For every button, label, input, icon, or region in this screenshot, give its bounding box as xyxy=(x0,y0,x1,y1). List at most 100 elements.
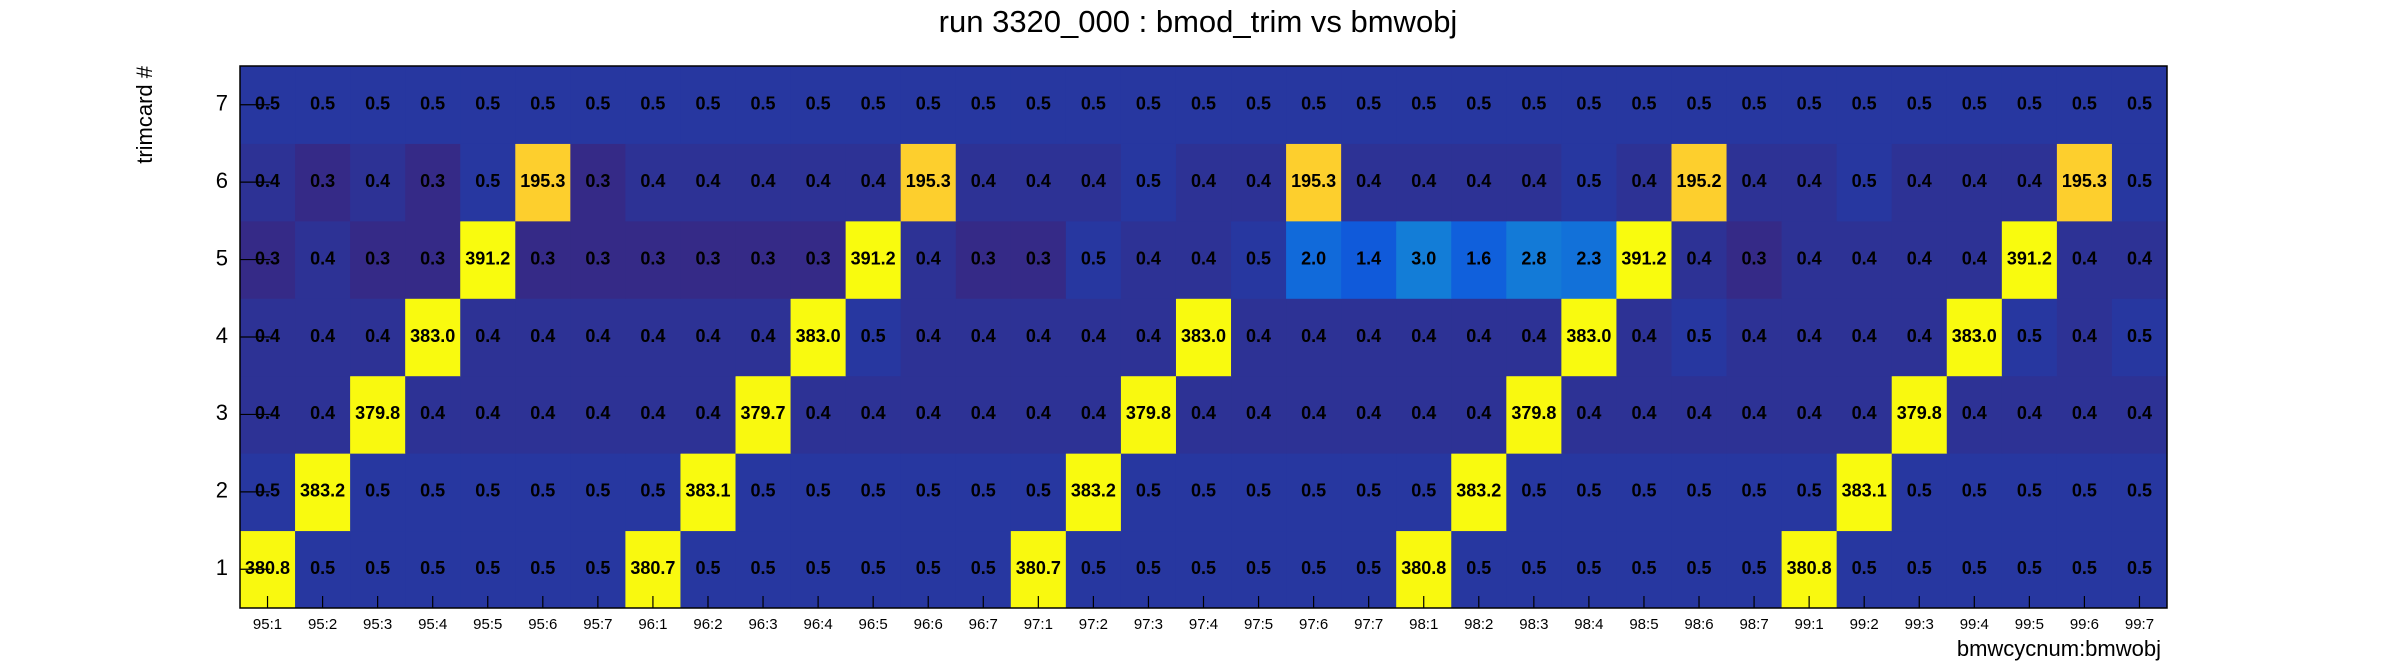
cell xyxy=(1065,375,1122,454)
cell-label: 0.4 xyxy=(1466,403,1491,423)
cell-label: 0.4 xyxy=(1797,248,1822,268)
cell-label: 0.4 xyxy=(1466,326,1491,346)
cell xyxy=(955,66,1012,144)
cell xyxy=(570,453,626,532)
cell xyxy=(405,298,461,377)
cell-label: 0.4 xyxy=(1576,403,1601,423)
cell-label: 0.5 xyxy=(1907,481,1932,501)
cell-label: 0.5 xyxy=(751,93,776,113)
cell-label: 0.4 xyxy=(2072,326,2097,346)
cell-label: 0.5 xyxy=(420,481,445,501)
cell-label: 0.5 xyxy=(420,93,445,113)
cell xyxy=(1616,453,1672,532)
cell xyxy=(405,453,461,532)
cell-label: 0.5 xyxy=(1301,481,1326,501)
cell-label: 1.4 xyxy=(1356,248,1381,268)
x-tick-label: 96:1 xyxy=(638,616,667,633)
cell xyxy=(460,298,516,377)
cell-label: 0.5 xyxy=(1686,93,1711,113)
cell-label: 0.5 xyxy=(2017,326,2042,346)
cell-label: 0.5 xyxy=(1852,171,1877,191)
cell-label: 0.5 xyxy=(1631,481,1656,501)
cell xyxy=(1836,66,1893,144)
cell-label: 0.5 xyxy=(751,481,776,501)
cell-label: 0.5 xyxy=(530,93,555,113)
y-tick-label: 2 xyxy=(216,478,228,503)
cell-label: 391.2 xyxy=(2007,248,2052,268)
cell-label: 383.0 xyxy=(1952,326,1997,346)
cell xyxy=(900,375,957,454)
cell-label: 379.7 xyxy=(741,403,786,423)
cell-label: 0.4 xyxy=(1246,403,1271,423)
cell xyxy=(1616,375,1672,454)
x-tick-label: 95:4 xyxy=(418,616,447,633)
cell-label: 0.5 xyxy=(1576,558,1601,578)
cell-label: 0.4 xyxy=(1852,248,1877,268)
cell-label: 0.5 xyxy=(1246,558,1271,578)
cell xyxy=(2111,298,2168,377)
cell-label: 383.1 xyxy=(685,481,730,501)
cell xyxy=(1781,143,1838,222)
cell-label: 0.3 xyxy=(640,248,665,268)
cell-label: 0.4 xyxy=(2017,403,2042,423)
cell-label: 0.5 xyxy=(971,481,996,501)
cell-label: 0.4 xyxy=(1686,248,1711,268)
cell-label: 195.3 xyxy=(2062,171,2107,191)
cell xyxy=(350,298,406,377)
cell-label: 0.5 xyxy=(1686,481,1711,501)
cell xyxy=(1506,220,1562,299)
cell xyxy=(295,66,351,144)
cell xyxy=(1065,453,1122,532)
cell-label: 0.5 xyxy=(1576,93,1601,113)
cell xyxy=(1561,375,1617,454)
cell-label: 0.5 xyxy=(1686,326,1711,346)
cell xyxy=(1451,453,1507,532)
cell-label: 380.8 xyxy=(1787,558,1832,578)
cell-label: 0.3 xyxy=(420,171,445,191)
cell-label: 0.5 xyxy=(916,558,941,578)
cell-label: 0.4 xyxy=(751,171,776,191)
cell-label: 0.4 xyxy=(585,326,610,346)
cell xyxy=(1781,453,1838,532)
cell xyxy=(1506,453,1562,532)
cell xyxy=(1120,220,1177,299)
cell xyxy=(900,298,957,377)
cell xyxy=(845,220,902,299)
cell xyxy=(735,143,792,222)
cell xyxy=(1451,530,1507,609)
cell xyxy=(405,143,461,222)
x-tick-label: 99:2 xyxy=(1850,616,1879,633)
cell xyxy=(1891,530,1948,609)
cell-label: 0.5 xyxy=(695,558,720,578)
cell-label: 0.4 xyxy=(585,403,610,423)
cell xyxy=(2111,453,2168,532)
cell xyxy=(845,453,902,532)
cell-label: 0.4 xyxy=(1521,326,1546,346)
cell-label: 0.5 xyxy=(1136,481,1161,501)
cells xyxy=(240,66,2168,609)
cell-label: 0.4 xyxy=(530,403,555,423)
cell-label: 0.4 xyxy=(310,248,335,268)
cell-label: 0.4 xyxy=(1411,171,1436,191)
cell xyxy=(460,143,516,222)
cell xyxy=(1781,298,1838,377)
cell xyxy=(1010,375,1067,454)
cell xyxy=(350,453,406,532)
cell-label: 0.4 xyxy=(1411,403,1436,423)
cell-label: 0.5 xyxy=(530,558,555,578)
cell xyxy=(1341,530,1397,609)
cell-label: 0.5 xyxy=(1521,481,1546,501)
cell xyxy=(1561,453,1617,532)
cell xyxy=(955,375,1012,454)
cell xyxy=(2056,298,2113,377)
x-tick-label: 95:6 xyxy=(528,616,557,633)
cell xyxy=(1065,143,1122,222)
x-tick-label: 95:7 xyxy=(583,616,612,633)
cell-label: 0.5 xyxy=(1907,93,1932,113)
x-tick-label: 97:2 xyxy=(1079,616,1108,633)
cell-label: 0.4 xyxy=(365,326,390,346)
cell-label: 0.4 xyxy=(640,171,665,191)
cell xyxy=(625,220,681,299)
cell xyxy=(680,220,737,299)
